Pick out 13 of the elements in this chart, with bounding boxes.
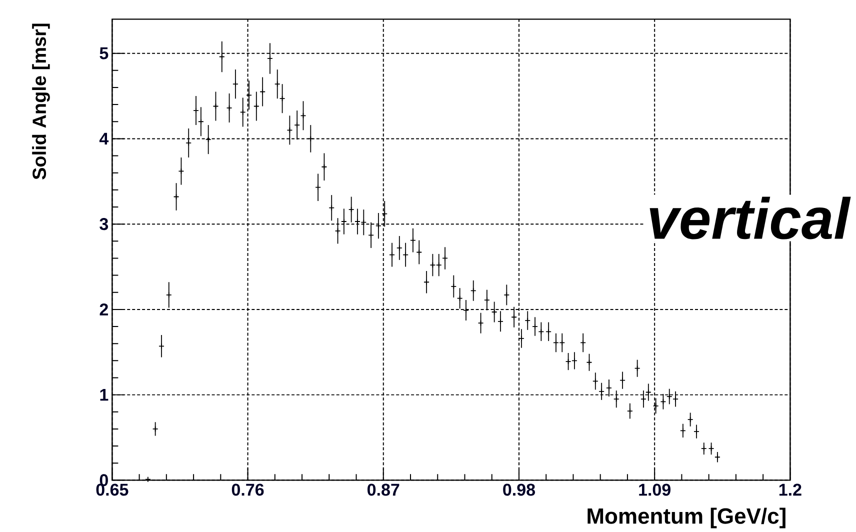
x-tick-label: 0.98: [503, 484, 536, 496]
y-tick-label: 4: [99, 133, 109, 145]
x-tick-label: 0.76: [232, 484, 264, 496]
y-tick-label: 2: [100, 304, 108, 316]
annotation: vertical: [650, 196, 851, 240]
x-tick-label: 1.09: [639, 484, 670, 496]
y-axis-title: Solid Angle [msr]: [32, 24, 50, 180]
x-tick-label: 0.87: [368, 484, 400, 496]
x-tick-label: 1.2: [779, 484, 802, 496]
y-tick-label: 3: [100, 218, 108, 230]
x-axis-title: Momentum [GeV/c]: [588, 508, 786, 528]
y-tick-label: 1: [100, 389, 108, 401]
y-tick-label: 5: [100, 48, 108, 60]
